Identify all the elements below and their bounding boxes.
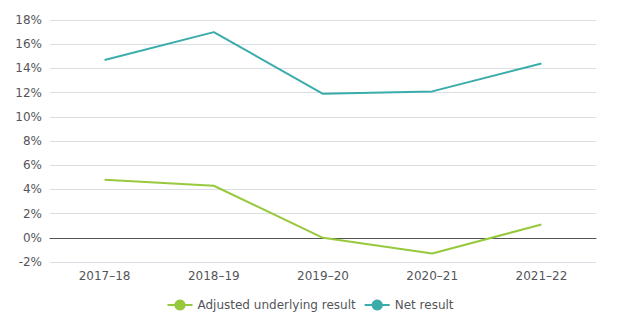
svg-text:10%: 10% — [15, 110, 42, 124]
svg-text:2019–20: 2019–20 — [297, 269, 349, 283]
svg-text:2020–21: 2020–21 — [406, 269, 458, 283]
svg-text:14%: 14% — [15, 61, 42, 75]
svg-text:-2%: -2% — [19, 255, 42, 269]
svg-text:Net result: Net result — [395, 298, 454, 312]
svg-text:12%: 12% — [15, 86, 42, 100]
svg-text:2021–22: 2021–22 — [515, 269, 567, 283]
svg-text:2017–18: 2017–18 — [79, 269, 131, 283]
svg-text:8%: 8% — [23, 134, 42, 148]
svg-text:6%: 6% — [23, 158, 42, 172]
svg-text:0%: 0% — [23, 231, 42, 245]
svg-text:Adjusted underlying result: Adjusted underlying result — [197, 298, 356, 312]
svg-text:2%: 2% — [23, 207, 42, 221]
svg-text:2018–19: 2018–19 — [188, 269, 240, 283]
svg-text:4%: 4% — [23, 182, 42, 196]
svg-text:18%: 18% — [15, 13, 42, 27]
svg-text:16%: 16% — [15, 37, 42, 51]
